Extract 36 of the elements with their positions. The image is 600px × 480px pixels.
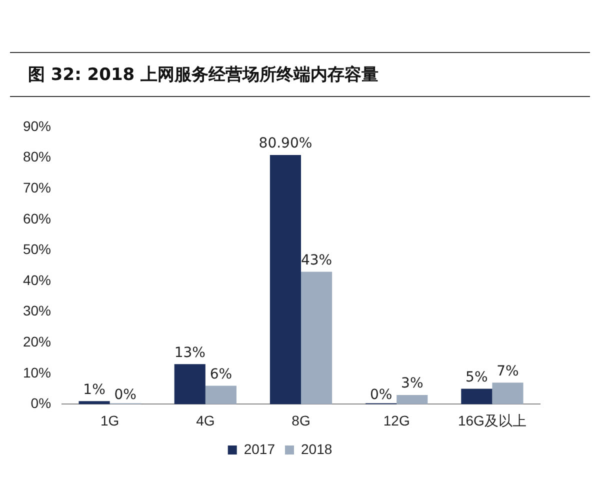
bar	[396, 394, 428, 404]
data-label: 0%	[114, 386, 136, 403]
y-tick-label: 20%	[22, 333, 52, 350]
x-tick-label: 1G	[100, 412, 120, 428]
y-tick-label: 40%	[22, 272, 52, 288]
bar	[174, 364, 206, 404]
legend-label: 2017	[244, 440, 276, 457]
bar	[78, 401, 110, 404]
y-tick-label: 0%	[30, 395, 52, 412]
legend-label: 2018	[301, 440, 332, 457]
data-label: 6%	[210, 366, 232, 382]
data-label: 5%	[466, 369, 488, 386]
y-tick-label: 90%	[22, 118, 52, 134]
bar	[301, 272, 332, 404]
y-tick-label: 70%	[22, 179, 52, 196]
data-label: 43%	[300, 252, 332, 268]
bar	[461, 388, 492, 404]
data-label: 3%	[401, 376, 424, 392]
y-tick-label: 30%	[22, 302, 52, 319]
bar	[270, 155, 302, 404]
data-label: 13%	[174, 344, 206, 361]
x-tick-label: 4G	[196, 412, 215, 428]
data-label: 1%	[83, 382, 106, 398]
data-label: 0%	[370, 386, 392, 403]
x-tick-label: 8G	[292, 412, 310, 428]
data-label: 7%	[496, 363, 519, 380]
x-tick-label: 16G及以上	[458, 412, 526, 428]
data-label: 80.90%	[258, 136, 312, 152]
chart-title: 图 32: 2018 上网服务经营场所终端内存容量	[10, 52, 590, 97]
y-tick-label: 80%	[22, 148, 52, 165]
y-tick-label: 60%	[22, 210, 52, 226]
y-tick-label: 50%	[22, 241, 52, 258]
y-tick-label: 10%	[22, 364, 52, 380]
x-tick-label: 12G	[383, 412, 410, 428]
bar	[492, 382, 524, 404]
bar	[205, 386, 236, 404]
